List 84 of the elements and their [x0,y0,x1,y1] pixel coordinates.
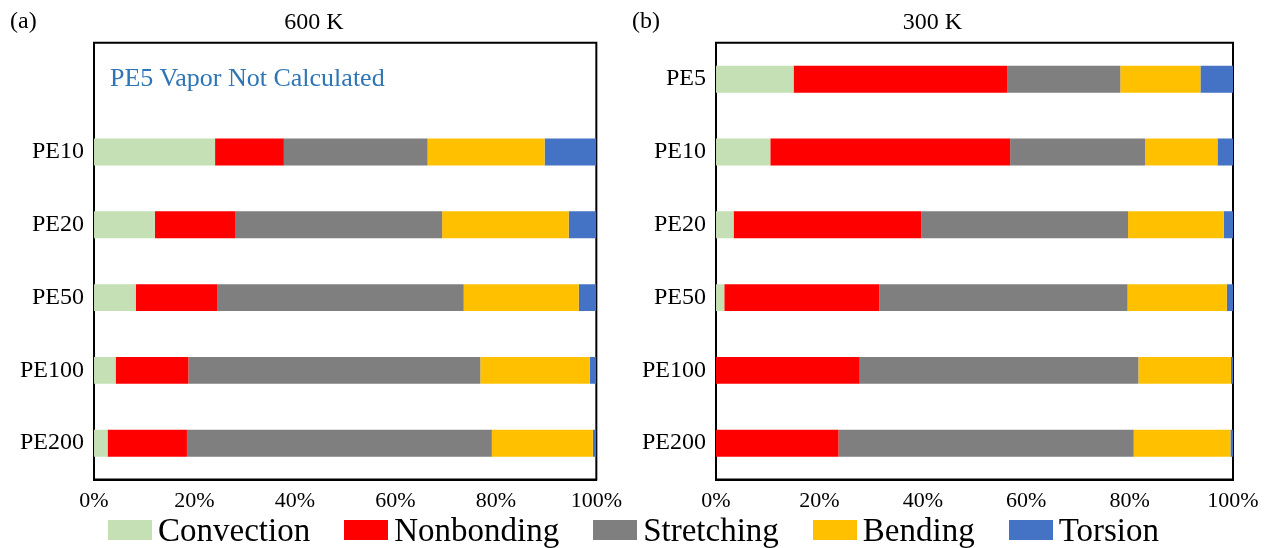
bar [491,429,593,457]
bar [283,138,428,166]
bar [793,65,1008,93]
legend-label: Convection [158,512,311,548]
bar [1128,211,1224,239]
bar [544,138,597,166]
y-tick-label: PE50 [31,282,85,309]
bar [94,138,216,166]
bar [115,356,189,384]
bar [879,284,1128,312]
chart-title: 300 K [902,7,963,34]
bar [1138,356,1231,384]
bar [716,65,794,93]
bar [716,356,860,384]
y-tick-label: PE5 [665,64,707,91]
bar [94,356,116,384]
bar [135,284,218,312]
y-tick-label: PE100 [19,355,85,382]
bar [716,211,734,239]
legend-label: Nonbonding [394,512,560,548]
y-tick-label: PE10 [653,137,707,164]
bar [716,138,771,166]
y-tick-label: PE10 [31,137,85,164]
bar [94,429,108,457]
y-tick-label: PE200 [641,428,707,455]
y-tick-label: PE100 [641,355,707,382]
x-tick-label: 0% [79,486,109,512]
bar [838,429,1134,457]
x-tick-label: 40% [902,486,943,512]
bar [427,138,545,166]
x-tick-label: 20% [174,486,215,512]
annotation: PE5 Vapor Not Calculated [110,63,385,93]
bar [859,356,1139,384]
bar [442,211,569,239]
text: (a) [10,7,37,34]
bar [463,284,579,312]
bar [186,429,492,457]
x-tick-label: 80% [1109,486,1150,512]
text: (b) [632,7,660,34]
bar [154,211,236,239]
bar [724,284,880,312]
bar [107,429,187,457]
x-tick-label: 60% [375,486,416,512]
bar [217,284,464,312]
bar [1120,65,1201,93]
bar [94,211,155,239]
bar [1010,138,1146,166]
x-tick-label: 60% [1006,486,1047,512]
bar [1145,138,1218,166]
bar [1226,284,1233,312]
bar [1217,138,1233,166]
y-tick-label: PE50 [653,282,707,309]
bar [578,284,597,312]
bar [215,138,284,166]
bar [1133,429,1231,457]
bar [94,284,136,312]
chart-title: 600 K [284,7,345,34]
legend-label: Torsion [1058,512,1159,548]
bar [1223,211,1233,239]
bar [716,429,839,457]
y-tick-label: PE20 [653,210,707,237]
y-tick-label: PE20 [31,210,85,237]
bar [1127,284,1227,312]
bar [1230,356,1233,384]
x-tick-label: 100% [1207,486,1259,512]
bar [733,211,922,239]
legend-label: Bending [862,512,975,548]
bar [921,211,1129,239]
bar [770,138,1011,166]
legend-label: Stretching [643,512,779,548]
bar [568,211,597,239]
bar [235,211,443,239]
x-tick-label: 40% [274,486,316,512]
y-tick-label: PE200 [19,428,85,455]
bar [589,356,597,384]
x-tick-label: 100% [570,486,622,512]
bar [1230,429,1233,457]
bar [1007,65,1121,93]
bar [480,356,590,384]
x-tick-label: 0% [701,486,731,512]
bar [188,356,481,384]
bar [1200,65,1233,93]
x-tick-label: 20% [799,486,840,512]
x-tick-label: 80% [475,486,517,512]
